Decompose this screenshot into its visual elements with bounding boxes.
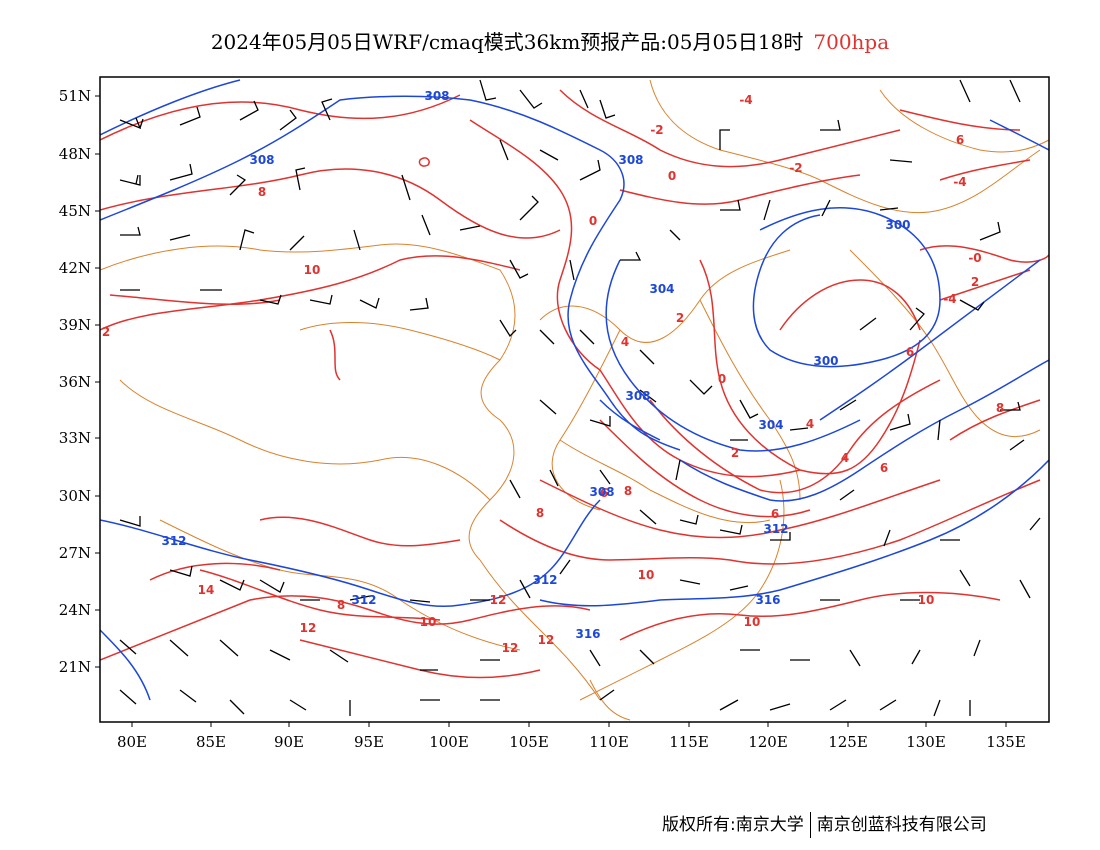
copyright-company: 南京创蓝科技有限公司 <box>816 815 987 835</box>
isotherm-label: 6 <box>771 507 779 521</box>
height-label: 308 <box>618 153 643 167</box>
wind-barbs <box>119 79 1041 717</box>
isotherm-label: 0 <box>718 372 726 386</box>
isotherm-label: 10 <box>304 263 321 277</box>
isotherm-label: 14 <box>198 583 215 597</box>
isotherm-label: 2 <box>971 275 979 289</box>
copyright-owner: 版权所有:南京大学 <box>662 815 804 835</box>
height-label: 312 <box>351 593 376 607</box>
isotherm-label: -2 <box>789 161 802 175</box>
isotherm-label: 2 <box>676 311 684 325</box>
height-label: 304 <box>758 418 783 432</box>
isotherm-label: -4 <box>739 93 752 107</box>
title-level: 700hpa <box>813 30 890 54</box>
height-label: 300 <box>813 354 838 368</box>
isotherm-label: 6 <box>880 461 888 475</box>
lat-tick-label: 51N <box>59 87 91 105</box>
map-frame <box>99 76 1050 723</box>
longitude-axis: 80E 85E 90E 95E 100E 105E 110E 115E 120E 125E 130E… <box>117 722 1026 751</box>
lon-tick-label: 80E <box>117 733 147 751</box>
lon-tick-label: 120E <box>748 733 788 751</box>
lat-tick-label: 45N <box>59 202 91 220</box>
lon-tick-label: 135E <box>986 733 1026 751</box>
latitude-axis: 51N 48N 45N 42N 39N 36N 33N 30N 27N 24N 21N <box>59 87 100 676</box>
isotherm-labels: 2 -4 -2 6 0 -2 -4 8 10 -0 2 -4 2 4 0 6 0 2 4 4 6 8 6 8 6 8 14 8 12 10… <box>102 93 1004 655</box>
lat-tick-label: 30N <box>59 487 91 505</box>
height-contour-lines <box>100 79 1049 701</box>
chart-title: 2024年05月05日WRF/cmaq模式36km预报产品:05月05日18时 7… <box>0 26 1100 55</box>
height-label: 312 <box>161 534 186 548</box>
height-label: 304 <box>649 282 674 296</box>
lon-tick-label: 125E <box>828 733 868 751</box>
lat-tick-label: 33N <box>59 429 91 447</box>
isotherm-label: 10 <box>638 568 655 582</box>
isotherm-label: 8 <box>624 484 632 498</box>
isotherm-label: 0 <box>668 169 676 183</box>
boundary-lines <box>100 79 1049 721</box>
isotherm-label: 12 <box>300 621 317 635</box>
lon-tick-label: 95E <box>354 733 384 751</box>
isotherm-label: 8 <box>258 185 266 199</box>
lon-tick-label: 85E <box>196 733 226 751</box>
isotherm-label: 10 <box>420 615 437 629</box>
isotherm-label: 6 <box>956 133 964 147</box>
isotherm-label: 8 <box>337 598 345 612</box>
copyright-footer: 版权所有:南京大学 南京创蓝科技有限公司 <box>662 810 987 838</box>
lon-tick-label: 100E <box>429 733 469 751</box>
isotherm-label: 2 <box>731 446 739 460</box>
height-label: 300 <box>885 218 910 232</box>
height-label: 316 <box>575 627 600 641</box>
lat-tick-label: 48N <box>59 145 91 163</box>
height-label: 308 <box>424 89 449 103</box>
isotherm-label: -4 <box>953 175 966 189</box>
isotherm-label: -4 <box>943 292 956 306</box>
lat-tick-label: 42N <box>59 259 91 277</box>
title-main: 2024年05月05日WRF/cmaq模式36km预报产品:05月05日18时 <box>210 30 804 54</box>
isotherm-label: 12 <box>538 633 555 647</box>
lon-tick-label: 115E <box>669 733 709 751</box>
isotherm-label: 10 <box>744 615 761 629</box>
lat-tick-label: 36N <box>59 373 91 391</box>
height-label: 308 <box>589 485 614 499</box>
height-label: 312 <box>532 573 557 587</box>
isotherm-label: -0 <box>968 251 981 265</box>
isotherm-label: 6 <box>600 486 608 500</box>
height-label: 308 <box>625 389 650 403</box>
lon-tick-label: 105E <box>509 733 549 751</box>
height-label: 316 <box>755 593 780 607</box>
isotherm-label: -2 <box>650 123 663 137</box>
height-labels: 308 308 308 300 304 300 308 304 308 312 312 312 312 3… <box>161 89 910 641</box>
lat-tick-label: 24N <box>59 601 91 619</box>
isotherm-label: 10 <box>918 593 935 607</box>
isotherm-label: 2 <box>102 325 110 339</box>
isotherm-label: 12 <box>502 641 519 655</box>
isotherm-label: 4 <box>621 335 629 349</box>
lon-tick-label: 110E <box>589 733 629 751</box>
lat-tick-label: 21N <box>59 658 91 676</box>
lon-tick-label: 90E <box>274 733 304 751</box>
isotherm-label: 0 <box>589 214 597 228</box>
lon-tick-label: 130E <box>906 733 946 751</box>
isotherm-lines <box>100 89 1049 679</box>
lat-tick-label: 39N <box>59 316 91 334</box>
isotherm-label: 12 <box>490 593 507 607</box>
isotherm-label: 8 <box>536 506 544 520</box>
height-label: 312 <box>763 522 788 536</box>
footer-divider <box>809 812 811 838</box>
isotherm-label: 4 <box>806 417 814 431</box>
isotherm-label: 4 <box>841 451 849 465</box>
lat-tick-label: 27N <box>59 544 91 562</box>
isotherm-label: 8 <box>996 401 1004 415</box>
height-label: 308 <box>249 153 274 167</box>
isotherm-label: 6 <box>906 345 914 359</box>
